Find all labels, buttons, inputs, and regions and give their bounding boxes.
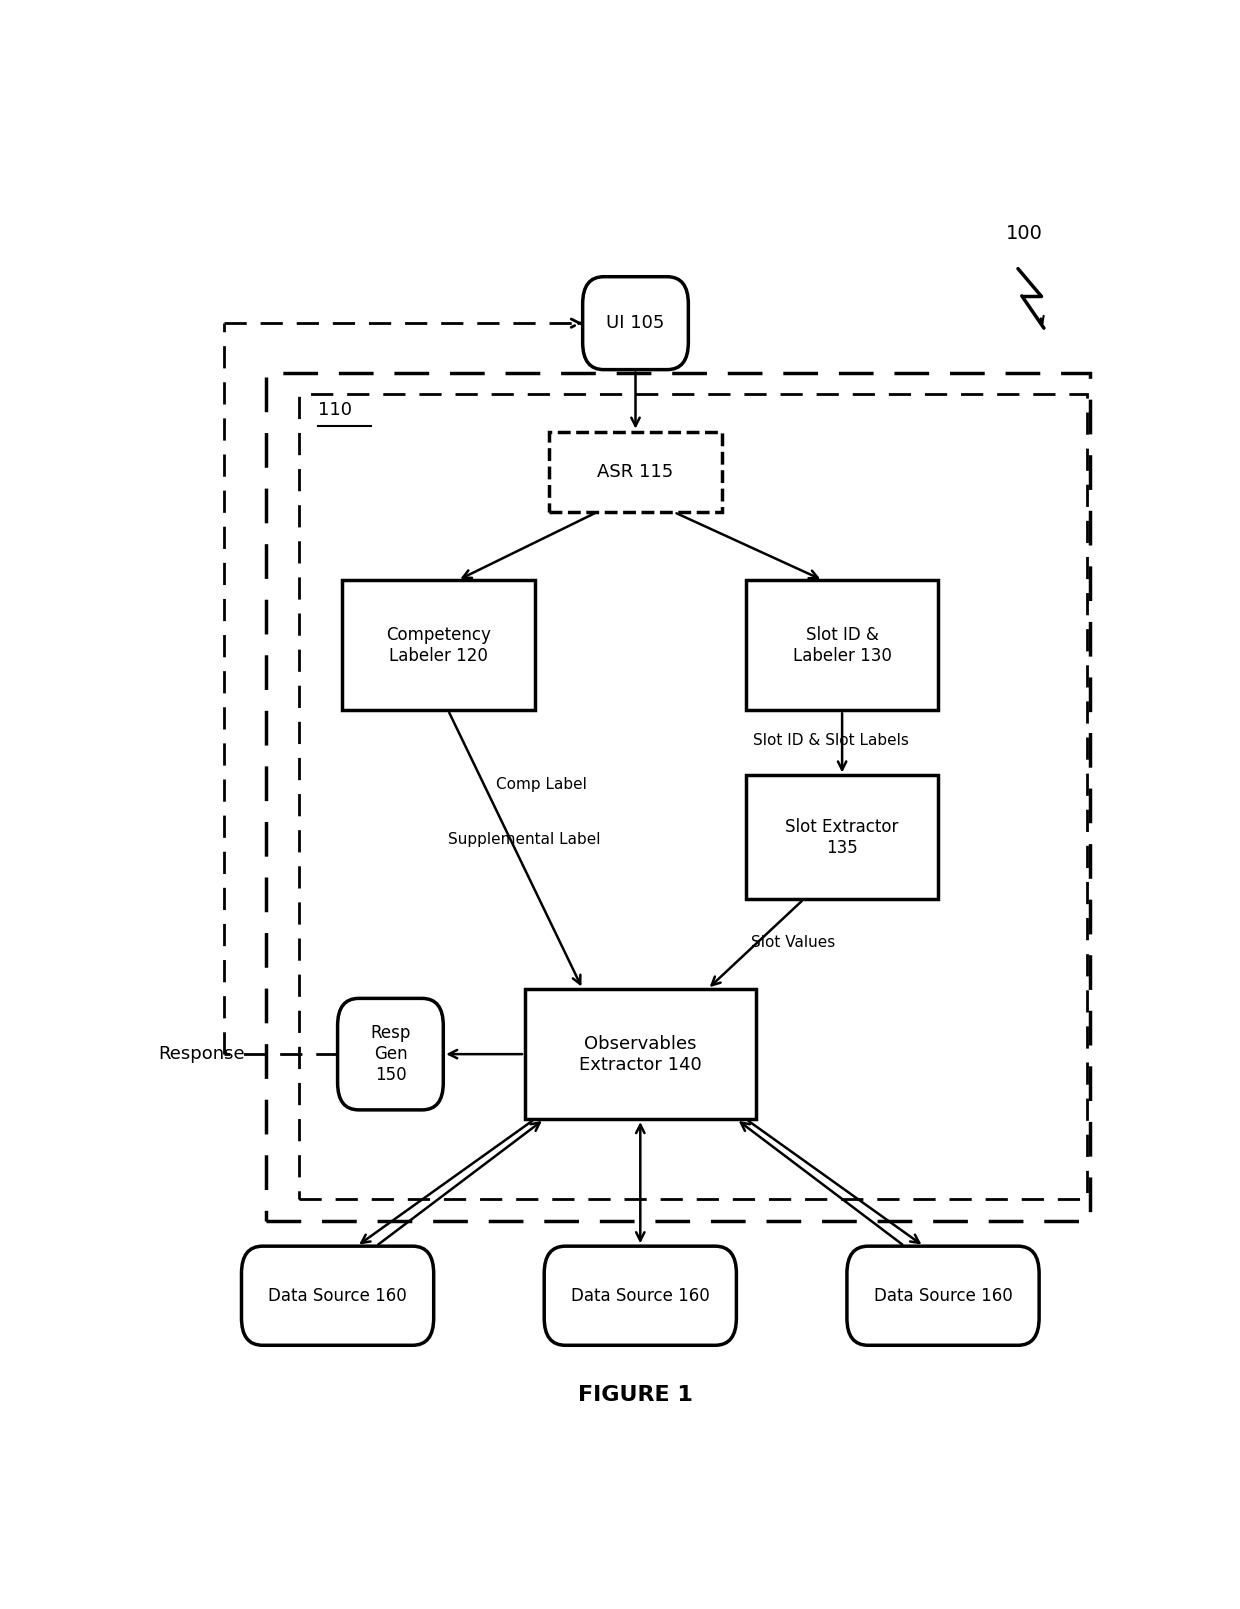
FancyBboxPatch shape bbox=[847, 1245, 1039, 1345]
Text: Comp Label: Comp Label bbox=[496, 777, 587, 792]
FancyBboxPatch shape bbox=[746, 776, 939, 899]
Text: Data Source 160: Data Source 160 bbox=[874, 1287, 1012, 1305]
Bar bbox=[299, 394, 1087, 1199]
Text: 100: 100 bbox=[1007, 225, 1043, 243]
FancyBboxPatch shape bbox=[549, 431, 722, 512]
Text: Competency
Labeler 120: Competency Labeler 120 bbox=[386, 626, 491, 665]
FancyBboxPatch shape bbox=[342, 581, 534, 710]
FancyBboxPatch shape bbox=[544, 1245, 737, 1345]
Text: Slot ID &
Labeler 130: Slot ID & Labeler 130 bbox=[792, 626, 892, 665]
Text: FIGURE 1: FIGURE 1 bbox=[578, 1385, 693, 1405]
Text: Slot Extractor
135: Slot Extractor 135 bbox=[785, 817, 899, 856]
Text: 110: 110 bbox=[319, 401, 352, 418]
Text: Slot ID & Slot Labels: Slot ID & Slot Labels bbox=[753, 734, 909, 748]
Text: ASR 115: ASR 115 bbox=[598, 463, 673, 481]
Bar bbox=[265, 373, 1090, 1221]
FancyBboxPatch shape bbox=[242, 1245, 434, 1345]
Text: Observables
Extractor 140: Observables Extractor 140 bbox=[579, 1035, 702, 1073]
Text: Slot Values: Slot Values bbox=[751, 935, 835, 951]
Text: Resp
Gen
150: Resp Gen 150 bbox=[371, 1025, 410, 1084]
Text: UI 105: UI 105 bbox=[606, 314, 665, 331]
Text: Supplemental Label: Supplemental Label bbox=[448, 832, 600, 848]
FancyBboxPatch shape bbox=[337, 998, 444, 1110]
FancyBboxPatch shape bbox=[746, 581, 939, 710]
FancyBboxPatch shape bbox=[525, 990, 755, 1120]
FancyBboxPatch shape bbox=[583, 277, 688, 370]
Text: Response: Response bbox=[157, 1046, 244, 1064]
Text: Data Source 160: Data Source 160 bbox=[570, 1287, 709, 1305]
Text: Data Source 160: Data Source 160 bbox=[268, 1287, 407, 1305]
